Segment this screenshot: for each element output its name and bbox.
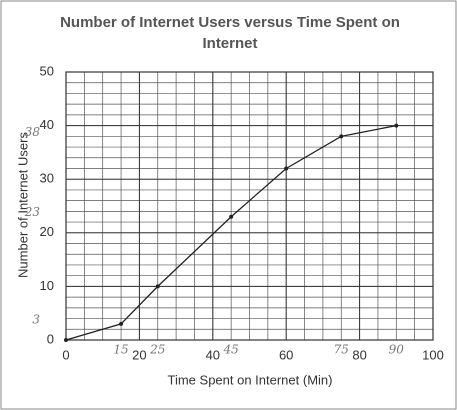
x-annotation: 75 (334, 343, 349, 357)
point (394, 123, 399, 128)
x-tick-label: 40 (206, 347, 220, 362)
x-tick-label: 20 (132, 347, 146, 362)
point (155, 284, 160, 289)
point (339, 134, 344, 139)
x-tick-label: 60 (279, 347, 293, 362)
point (64, 338, 68, 342)
y-axis-label: Number of Internet Users (15, 132, 30, 278)
point (284, 166, 289, 171)
chart-title: Number of Internet Users versus Time Spe… (60, 14, 400, 52)
y-tick-label: 20 (40, 224, 54, 239)
y-annotation: 23 (24, 205, 41, 219)
x-tick-label: 0 (62, 347, 69, 362)
x-annotation: 15 (113, 343, 128, 357)
point (229, 214, 234, 219)
y-tick-label: 0 (47, 331, 54, 346)
y-annotation: 3 (32, 312, 40, 326)
y-tick-label: 10 (40, 278, 54, 293)
point (119, 321, 124, 326)
x-annotation: 45 (223, 343, 239, 357)
y-tick-label: 50 (40, 63, 54, 78)
x-annotation: 25 (149, 343, 165, 357)
y-tick-label: 40 (40, 117, 54, 132)
y-tick-label: 30 (40, 171, 54, 186)
plot-border (65, 71, 434, 341)
x-axis-label: Time Spent on Internet (Min) (168, 372, 333, 387)
y-annotation: 38 (25, 125, 41, 139)
x-tick-label: 80 (352, 347, 366, 362)
x-tick-label: 100 (422, 347, 444, 362)
x-annotation: 90 (389, 343, 405, 357)
